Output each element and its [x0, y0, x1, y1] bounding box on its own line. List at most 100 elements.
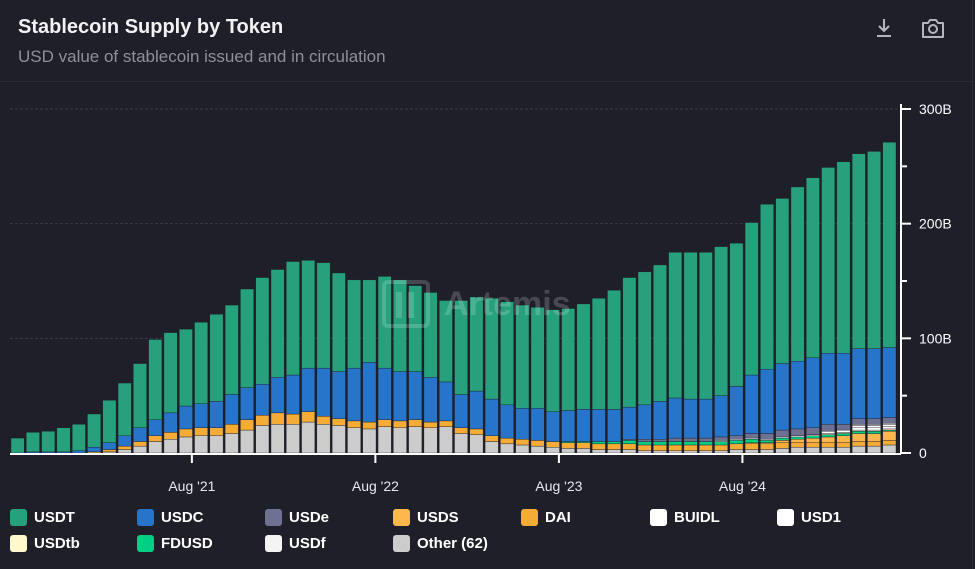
- bar-segment-usdc[interactable]: [87, 447, 101, 453]
- bar-segment-usdt[interactable]: [867, 151, 881, 349]
- bar-segment-dai[interactable]: [836, 442, 851, 448]
- bar-segment-dai[interactable]: [821, 442, 836, 448]
- bar-segment-usdc[interactable]: [209, 401, 224, 428]
- bar-segment-dai[interactable]: [270, 412, 285, 425]
- bar-segment-dai[interactable]: [622, 443, 637, 450]
- bar-segment-usdc[interactable]: [240, 387, 254, 420]
- bar-segment-usd1[interactable]: [851, 425, 866, 428]
- bar-segment-other-62-[interactable]: [760, 449, 774, 454]
- bar-segment-dai[interactable]: [698, 444, 713, 451]
- bar-segment-other-62-[interactable]: [668, 450, 683, 454]
- bar-segment-usdc[interactable]: [117, 435, 132, 447]
- bar-segment-usdt[interactable]: [790, 186, 805, 362]
- bar-segment-usdt[interactable]: [546, 309, 560, 412]
- legend-item-usde[interactable]: USDe: [265, 509, 329, 526]
- bar-segment-usdt[interactable]: [10, 437, 25, 454]
- bar-segment-dai[interactable]: [882, 440, 897, 446]
- bar-segment-usds[interactable]: [867, 433, 881, 442]
- bar-segment-other-62-[interactable]: [454, 433, 468, 454]
- bar-segment-usdt[interactable]: [316, 262, 331, 369]
- bar-segment-dai[interactable]: [576, 442, 591, 449]
- bar-segment-fdusd[interactable]: [637, 441, 652, 446]
- bar-segment-usdt[interactable]: [56, 427, 71, 453]
- legend-item-usd1[interactable]: USD1: [777, 509, 841, 526]
- bar-segment-other-62-[interactable]: [163, 439, 178, 454]
- bar-segment-usde[interactable]: [714, 436, 728, 441]
- bar-segment-other-62-[interactable]: [821, 447, 836, 454]
- bar-segment-usdt[interactable]: [744, 222, 759, 376]
- bar-segment-usdt[interactable]: [209, 314, 224, 402]
- bar-segment-dai[interactable]: [316, 416, 331, 425]
- bar-segment-usds[interactable]: [775, 440, 790, 443]
- bar-segment-other-62-[interactable]: [469, 434, 484, 454]
- bar-segment-usds[interactable]: [836, 435, 851, 443]
- bar-segment-dai[interactable]: [179, 428, 193, 438]
- bar-segment-other-62-[interactable]: [484, 441, 499, 454]
- bar-segment-buidl[interactable]: [836, 429, 851, 433]
- bar-segment-usdt[interactable]: [255, 277, 270, 385]
- bar-segment-fdusd[interactable]: [836, 433, 851, 436]
- bar-segment-other-62-[interactable]: [530, 445, 545, 454]
- bar-segment-usdc[interactable]: [546, 411, 560, 442]
- bar-segment-other-62-[interactable]: [698, 450, 713, 454]
- bar-segment-other-62-[interactable]: [408, 426, 423, 454]
- bar-segment-dai[interactable]: [561, 442, 576, 449]
- bar-segment-usdt[interactable]: [622, 277, 637, 408]
- bar-segment-fdusd[interactable]: [744, 439, 759, 443]
- bar-segment-fdusd[interactable]: [668, 441, 683, 446]
- bar-segment-usdc[interactable]: [316, 367, 331, 417]
- bar-segment-usde[interactable]: [637, 439, 652, 442]
- bar-segment-fdusd[interactable]: [683, 441, 698, 446]
- bar-segment-usdt[interactable]: [882, 142, 897, 348]
- bar-segment-dai[interactable]: [729, 443, 744, 450]
- bar-segment-usdt[interactable]: [851, 153, 866, 349]
- bar-segment-usdt[interactable]: [133, 363, 147, 428]
- bar-segment-usdc[interactable]: [255, 384, 270, 416]
- bar-segment-usdc[interactable]: [179, 405, 193, 430]
- bar-segment-usdc[interactable]: [515, 408, 530, 440]
- bar-segment-dai[interactable]: [714, 444, 728, 451]
- bar-segment-other-62-[interactable]: [270, 424, 285, 454]
- bar-segment-usdc[interactable]: [408, 371, 423, 420]
- bar-segment-dai[interactable]: [362, 421, 377, 430]
- bar-segment-usdc[interactable]: [653, 401, 667, 440]
- bar-segment-other-62-[interactable]: [240, 429, 254, 454]
- bar-segment-dai[interactable]: [301, 411, 316, 423]
- bar-segment-fdusd[interactable]: [729, 440, 744, 445]
- bar-segment-usdc[interactable]: [194, 403, 209, 428]
- bar-segment-other-62-[interactable]: [194, 435, 209, 454]
- bar-segment-other-62-[interactable]: [362, 428, 377, 454]
- bar-segment-usdt[interactable]: [408, 285, 423, 372]
- bar-segment-usdt[interactable]: [698, 252, 713, 400]
- bar-segment-buidl[interactable]: [867, 427, 881, 431]
- bar-segment-usdt[interactable]: [194, 322, 209, 404]
- bar-segment-fdusd[interactable]: [851, 431, 866, 434]
- bar-segment-usdc[interactable]: [163, 412, 178, 433]
- bar-segment-dai[interactable]: [683, 444, 698, 451]
- bar-segment-other-62-[interactable]: [790, 447, 805, 454]
- bar-segment-usdt[interactable]: [331, 272, 346, 372]
- bar-segment-usde[interactable]: [653, 439, 667, 442]
- bar-segment-usdc[interactable]: [133, 427, 147, 442]
- bar-segment-other-62-[interactable]: [744, 449, 759, 454]
- bar-segment-fdusd[interactable]: [806, 435, 820, 439]
- bar-segment-usdt[interactable]: [240, 288, 254, 388]
- bar-segment-usdc[interactable]: [484, 398, 499, 436]
- bar-segment-usde[interactable]: [867, 418, 881, 425]
- bar-segment-usdt[interactable]: [607, 289, 621, 410]
- bar-segment-usdc[interactable]: [224, 394, 239, 425]
- bar-segment-usdc[interactable]: [530, 408, 545, 441]
- bar-segment-other-62-[interactable]: [622, 449, 637, 454]
- legend-item-usdtb[interactable]: USDtb: [10, 535, 80, 552]
- bar-segment-usdc[interactable]: [286, 374, 300, 415]
- bar-segment-fdusd[interactable]: [607, 441, 621, 445]
- bar-segment-usdc[interactable]: [270, 377, 285, 414]
- bar-segment-other-62-[interactable]: [393, 427, 407, 454]
- bar-segment-dai[interactable]: [240, 419, 254, 431]
- bar-segment-usdt[interactable]: [148, 339, 163, 420]
- bar-segment-usdt[interactable]: [423, 292, 438, 378]
- bar-segment-usdt[interactable]: [286, 261, 300, 376]
- bar-segment-dai[interactable]: [331, 418, 346, 426]
- bar-segment-usdt[interactable]: [41, 431, 56, 453]
- bar-segment-other-62-[interactable]: [576, 448, 591, 454]
